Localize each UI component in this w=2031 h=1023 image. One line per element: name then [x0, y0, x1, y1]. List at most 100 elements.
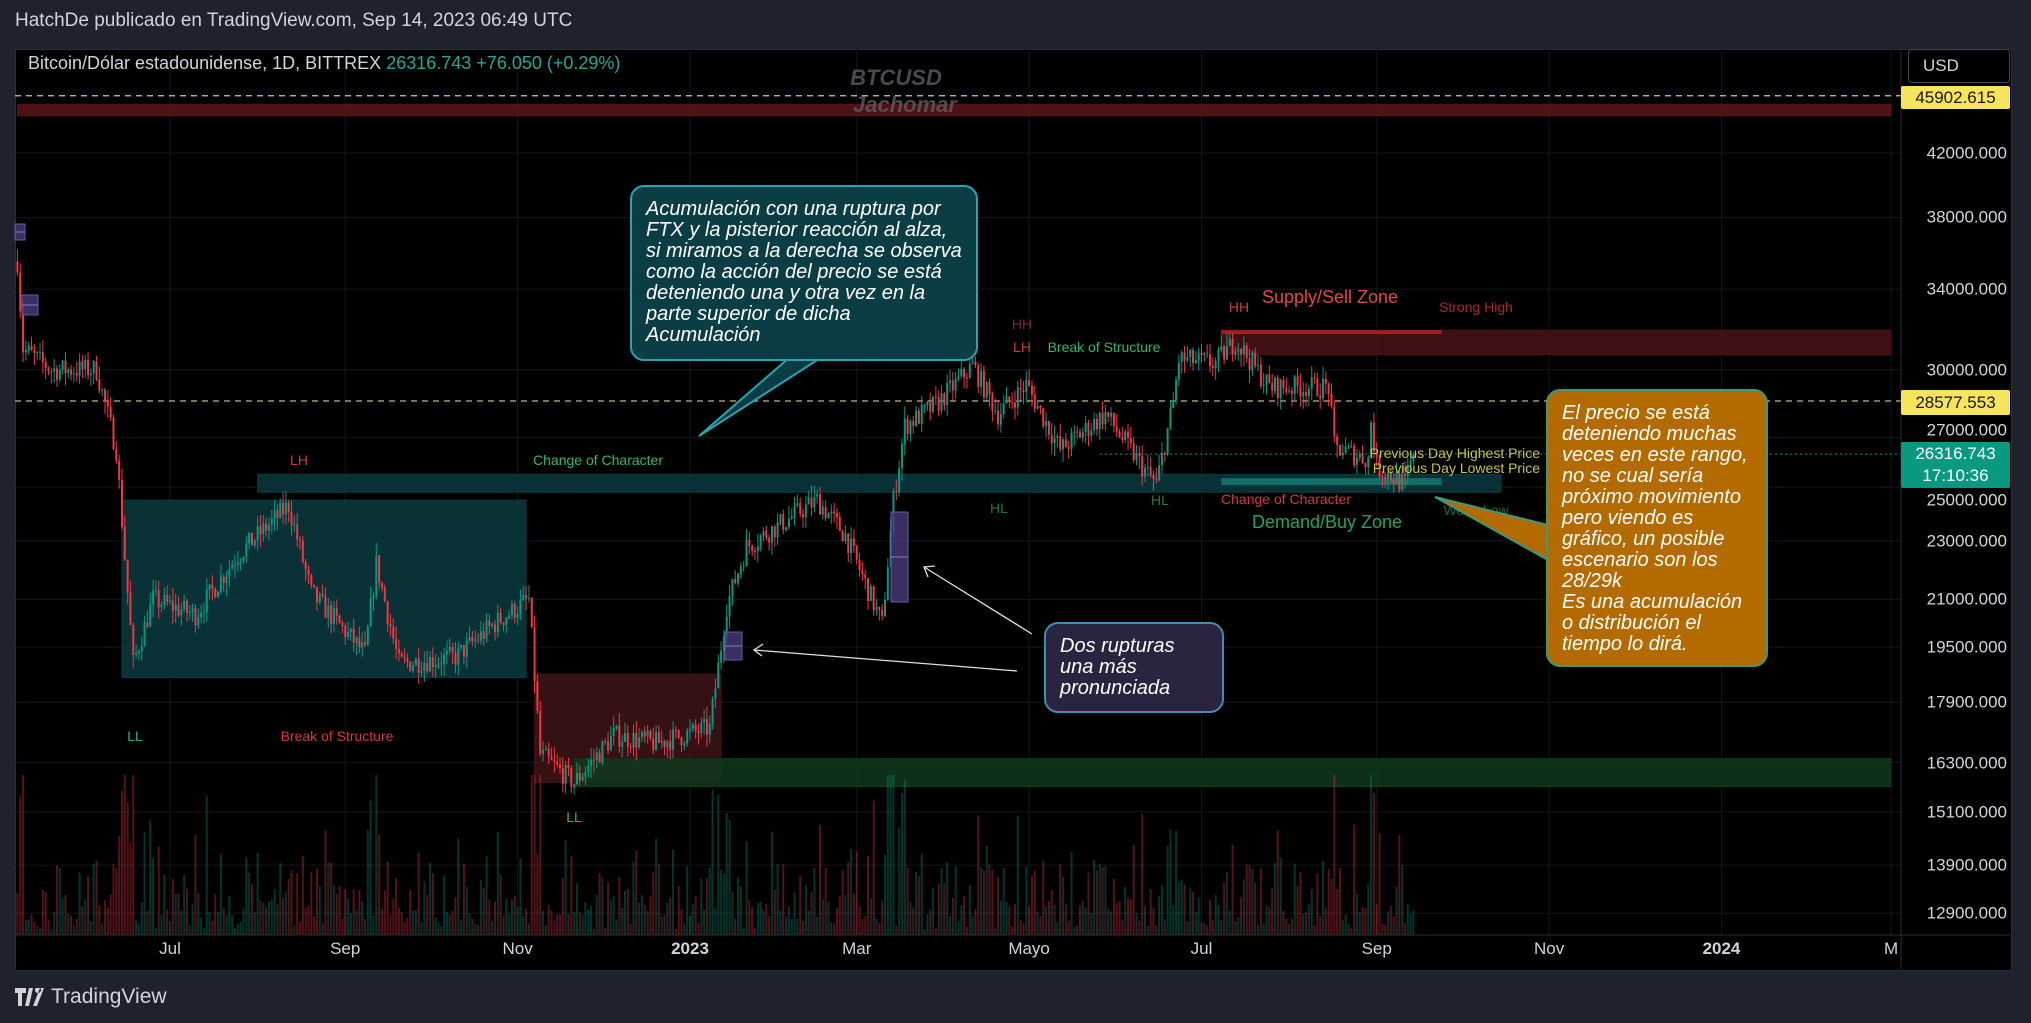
candle-body — [152, 590, 155, 605]
volume-bar — [841, 870, 844, 935]
candle-body — [409, 661, 412, 672]
candle-body — [174, 604, 177, 611]
candle-body — [95, 361, 98, 380]
candle-body — [878, 606, 881, 610]
candle-body — [112, 417, 115, 450]
volume-bar — [1257, 924, 1260, 935]
volume-bar — [816, 916, 819, 935]
candle-body — [47, 368, 50, 372]
candle-body — [1372, 422, 1375, 452]
orange-callout[interactable]: El precio se está deteniendo muchas vece… — [1546, 389, 1768, 667]
candle-body — [937, 396, 940, 411]
volume-bar — [1305, 912, 1308, 935]
volume-bar — [909, 901, 912, 935]
candle-body — [1367, 457, 1370, 468]
purple-callout[interactable]: Dos rupturas una más pronunciada — [1044, 622, 1224, 713]
candle-body — [1265, 374, 1268, 385]
candle-body — [358, 637, 361, 648]
candle-body — [324, 595, 327, 618]
candle-body — [1192, 349, 1195, 364]
candle-body — [917, 410, 920, 424]
candle-body — [400, 653, 403, 657]
volume-bar — [437, 922, 440, 935]
volume-bar — [1115, 903, 1118, 935]
candle-body — [864, 574, 867, 579]
volume-bar — [75, 918, 78, 935]
volume-bar — [1016, 815, 1019, 935]
volume-bar — [683, 923, 686, 935]
volume-bar — [618, 877, 621, 935]
candle-body — [403, 656, 406, 659]
volume-bar — [525, 908, 528, 935]
candle-body — [89, 373, 92, 376]
volume-bar — [612, 895, 615, 935]
candle-body — [39, 351, 42, 353]
volume-bar — [536, 853, 539, 935]
candle-body — [1175, 379, 1178, 401]
candle-body — [587, 765, 590, 773]
volume-bar — [1358, 912, 1361, 935]
volume-bar — [183, 875, 186, 935]
candle-body — [1262, 384, 1265, 387]
volume-bar — [852, 893, 855, 935]
candle-body — [1333, 406, 1336, 437]
volume-bar — [259, 900, 262, 935]
volume-bar — [1118, 901, 1121, 935]
strong-high-line — [1221, 330, 1442, 335]
volume-bar — [44, 891, 47, 935]
candle-body — [1019, 387, 1022, 390]
candle-body — [120, 479, 123, 527]
volume-bar — [1056, 921, 1059, 935]
volume-bar — [115, 867, 118, 935]
volume-bar — [892, 775, 895, 935]
candle-body — [106, 401, 109, 407]
volume-bar — [429, 862, 432, 935]
volume-bar — [174, 893, 177, 935]
candle-body — [81, 361, 84, 370]
volume-bar — [135, 920, 138, 935]
volume-bar — [1353, 824, 1356, 935]
volume-bar — [1152, 908, 1155, 935]
label-lh: LH — [290, 452, 308, 468]
candle-body — [519, 599, 522, 615]
tradingview-logo[interactable]: TradingView — [15, 985, 167, 1009]
volume-bar — [194, 835, 197, 935]
volume-bar — [530, 775, 533, 935]
candle-body — [22, 311, 25, 353]
candle-body — [61, 360, 64, 370]
volume-bar — [1203, 922, 1206, 935]
candle-body — [276, 510, 279, 518]
candle-body — [547, 749, 550, 757]
candle-body — [968, 363, 971, 378]
volume-bar — [92, 863, 95, 935]
volume-bar — [448, 914, 451, 935]
volume-bar — [898, 827, 901, 935]
volume-bar — [50, 928, 53, 935]
volume-bar — [1290, 918, 1293, 935]
candle-body — [960, 368, 963, 377]
candle-body — [457, 647, 460, 665]
teal-callout[interactable]: Acumulación con una ruptura por FTX y la… — [630, 185, 978, 361]
volume-bar — [245, 857, 248, 935]
volume-bar — [960, 905, 963, 935]
symbol-name: Bitcoin/Dólar estadounidense, 1D, BITTRE… — [28, 53, 382, 73]
candle-body — [655, 731, 658, 750]
volume-bar — [101, 923, 104, 935]
volume-bar — [335, 893, 338, 935]
candle-body — [536, 681, 539, 711]
candle-body — [137, 651, 140, 654]
volume-bar — [1228, 910, 1231, 935]
volume-bar — [1372, 792, 1375, 935]
volume-bar — [120, 790, 123, 935]
candle-body — [790, 516, 793, 519]
volume-bar — [827, 901, 830, 935]
volume-bar — [197, 892, 200, 935]
candle-body — [1070, 432, 1073, 449]
volume-bar — [753, 928, 756, 935]
candle-body — [41, 351, 44, 362]
candle-body — [1220, 346, 1223, 350]
volume-bar — [943, 883, 946, 935]
currency-button[interactable]: USD — [1908, 49, 2010, 83]
volume-bar — [1259, 868, 1262, 935]
